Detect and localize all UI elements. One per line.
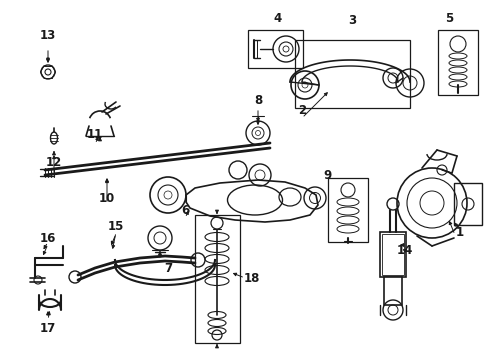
Text: 5: 5 — [444, 12, 452, 24]
Text: 9: 9 — [323, 168, 331, 181]
Text: 7: 7 — [163, 261, 172, 274]
Bar — [379, 232, 405, 277]
Bar — [383, 277, 401, 305]
Text: 12: 12 — [46, 156, 62, 168]
Polygon shape — [185, 180, 317, 222]
Bar — [327, 178, 367, 242]
Text: 8: 8 — [253, 94, 262, 107]
Text: 3: 3 — [347, 14, 355, 27]
Text: 17: 17 — [40, 321, 56, 334]
Text: 15: 15 — [107, 220, 124, 233]
Text: 18: 18 — [244, 271, 260, 284]
Text: 16: 16 — [40, 231, 56, 244]
Bar — [381, 234, 403, 275]
Text: 10: 10 — [99, 192, 115, 204]
Text: 6: 6 — [181, 203, 189, 216]
Text: 13: 13 — [40, 28, 56, 41]
Text: 14: 14 — [396, 243, 412, 257]
Bar — [437, 30, 477, 95]
Bar — [294, 40, 409, 108]
Text: 2: 2 — [297, 104, 305, 117]
Bar — [195, 215, 240, 343]
Circle shape — [396, 168, 466, 238]
Bar — [453, 183, 481, 225]
Text: 4: 4 — [273, 12, 282, 24]
Text: 11: 11 — [87, 127, 103, 140]
Bar — [247, 30, 303, 68]
Text: 1: 1 — [455, 225, 463, 239]
